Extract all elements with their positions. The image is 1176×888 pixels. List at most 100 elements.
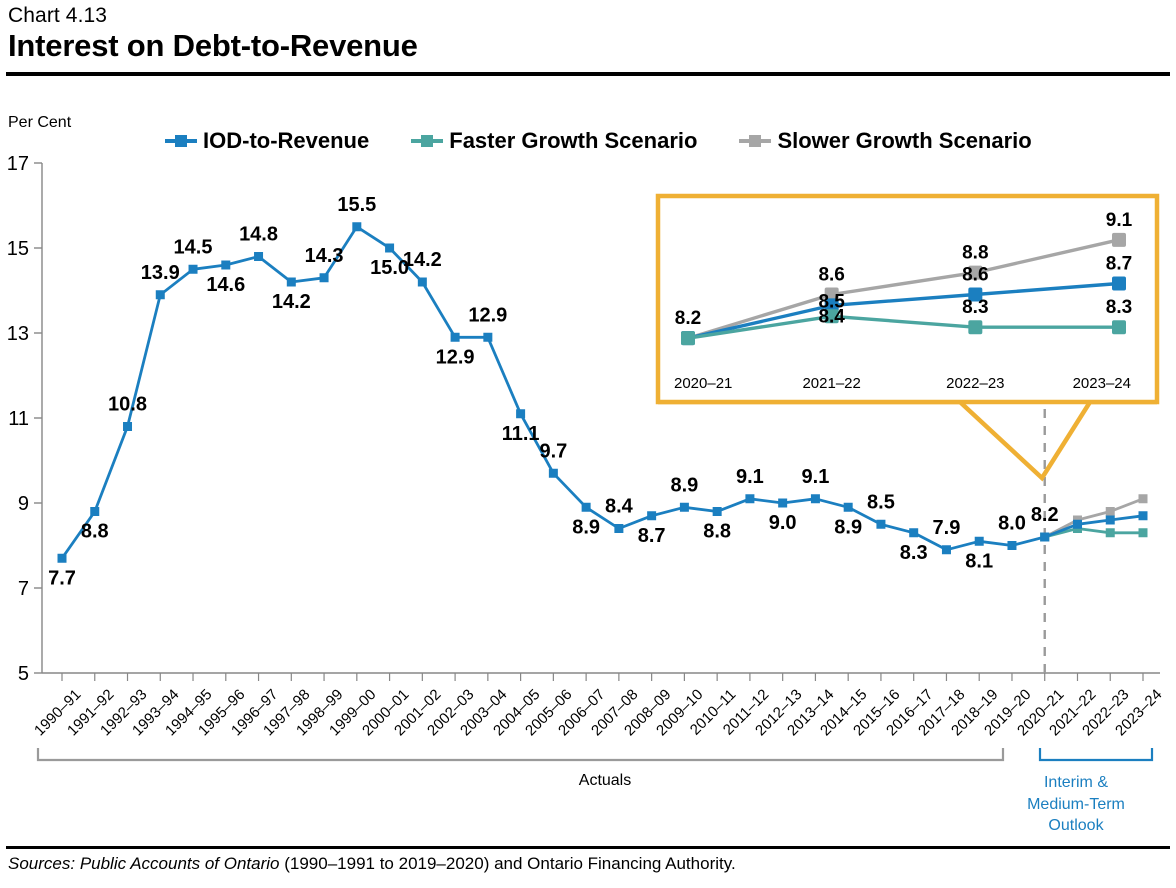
data-label: 7.7 <box>48 567 76 589</box>
iod-marker <box>319 273 329 283</box>
outlook-bracket-label: Interim & Medium-Term Outlook <box>1010 772 1142 837</box>
iod-marker <box>876 519 886 529</box>
legend-item-slower[interactable]: Slower Growth Scenario <box>739 128 1032 154</box>
iod-marker <box>581 502 591 512</box>
legend-label: Slower Growth Scenario <box>777 128 1032 153</box>
data-label: 14.2 <box>272 291 311 313</box>
legend-item-faster[interactable]: Faster Growth Scenario <box>411 128 697 154</box>
data-label: 8.2 <box>1031 504 1059 526</box>
y-axis-tick-label: 5 <box>18 663 29 685</box>
iod-line <box>60 225 1144 560</box>
iod-marker <box>843 502 853 512</box>
inset-data-label: 8.6 <box>962 264 988 285</box>
inset-data-label: 8.6 <box>818 264 844 285</box>
y-axis-tick-label: 15 <box>7 238 29 260</box>
iod-marker <box>810 494 820 504</box>
chart-legend: IOD-to-Revenue Faster Growth Scenario Sl… <box>165 128 1032 154</box>
iod-marker <box>941 545 951 555</box>
iod-marker <box>745 494 755 504</box>
inset-data-label: 8.5 <box>818 291 845 312</box>
data-label: 14.2 <box>403 249 442 271</box>
data-label: 14.5 <box>174 236 213 258</box>
iod-marker <box>221 260 231 270</box>
legend-label: Faster Growth Scenario <box>449 128 698 153</box>
legend-marker-icon <box>739 133 772 149</box>
data-label: 11.1 <box>502 423 540 445</box>
data-label: 8.7 <box>638 525 666 547</box>
inset-series-marker <box>824 309 839 324</box>
data-label: 8.9 <box>670 474 698 496</box>
slower-marker <box>1138 494 1148 504</box>
inset-series-marker <box>1112 276 1126 291</box>
y-axis-tick-label: 9 <box>18 493 29 515</box>
inset-x-tick-label: 2022–23 <box>946 375 1004 392</box>
faster-line <box>1044 527 1143 539</box>
iod-marker <box>254 252 264 261</box>
data-label: 9.0 <box>769 512 797 534</box>
iod-marker <box>352 222 362 232</box>
iod-marker <box>778 498 788 508</box>
inset-data-label: 9.1 <box>1106 210 1133 231</box>
data-label: 14.3 <box>305 245 344 267</box>
iod-marker <box>286 277 296 287</box>
slower-marker <box>1105 507 1115 516</box>
data-label: 9.1 <box>736 466 764 488</box>
source-divider <box>6 846 1170 849</box>
outlook-bracket-line: Outlook <box>1048 817 1104 835</box>
iod-marker <box>974 536 984 546</box>
data-label: 8.3 <box>900 542 928 564</box>
y-axis-tick-label: 17 <box>7 153 29 175</box>
inset-series-marker <box>681 331 695 346</box>
legend-marker-icon <box>165 133 197 149</box>
inset-series-marker <box>968 320 983 335</box>
iod-marker <box>548 468 558 478</box>
data-label: 9.7 <box>539 440 567 462</box>
inset-x-tick-label: 2021–22 <box>802 375 860 392</box>
data-label: 8.1 <box>965 550 993 572</box>
inset-x-tick-label: 2020–21 <box>674 375 732 392</box>
iod-marker <box>417 277 427 287</box>
inset-data-label: 8.3 <box>1106 297 1132 318</box>
iod-marker <box>679 502 689 512</box>
y-axis-tick-label: 7 <box>18 578 29 600</box>
inset-x-tick-label: 2023–24 <box>1073 375 1131 392</box>
iod-marker <box>647 511 657 521</box>
iod-marker <box>123 422 133 431</box>
iod-marker <box>450 332 460 342</box>
inset-data-label: 8.3 <box>962 297 988 318</box>
y-axis-unit-label: Per Cent <box>8 114 72 131</box>
legend-marker-icon <box>411 133 444 149</box>
inset-data-label: 8.8 <box>962 243 988 264</box>
legend-label: IOD-to-Revenue <box>203 128 370 153</box>
source-note: Sources: Public Accounts of Ontario (199… <box>8 854 736 873</box>
chart-number: Chart 4.13 <box>8 4 108 27</box>
inset-series-marker <box>1112 320 1126 335</box>
data-label: 8.4 <box>605 496 634 518</box>
slower-line <box>1044 497 1144 539</box>
inset-data-label: 8.2 <box>675 308 701 329</box>
legend-item-iod[interactable]: IOD-to-Revenue <box>165 128 369 154</box>
outlook-bracket-line: Interim & <box>1043 774 1108 791</box>
iod-marker <box>155 290 165 300</box>
y-axis-tick-label: 13 <box>7 323 29 345</box>
callout-leader <box>658 399 1157 482</box>
outlook-bracket-line: Medium-Term <box>1027 795 1125 813</box>
inset-series-marker <box>1112 232 1126 247</box>
iod-marker <box>90 507 100 516</box>
page-title: Interest on Debt-to-Revenue <box>8 28 418 63</box>
inset-series-marker <box>824 298 839 313</box>
inset-data-label: 8.4 <box>818 306 845 327</box>
inset-data-label: 8.7 <box>1106 254 1132 275</box>
data-label: 12.9 <box>468 304 507 326</box>
iod-marker <box>516 409 526 419</box>
iod-marker <box>57 553 67 563</box>
iod-marker <box>385 243 395 253</box>
data-label: 8.9 <box>572 516 600 538</box>
iod-marker <box>1138 511 1148 521</box>
actuals-bracket-label: Actuals <box>578 772 632 789</box>
data-label: 14.8 <box>239 224 278 246</box>
iod-marker <box>1072 519 1082 529</box>
data-label: 7.9 <box>933 517 961 539</box>
outlook-bracket <box>1038 748 1154 762</box>
